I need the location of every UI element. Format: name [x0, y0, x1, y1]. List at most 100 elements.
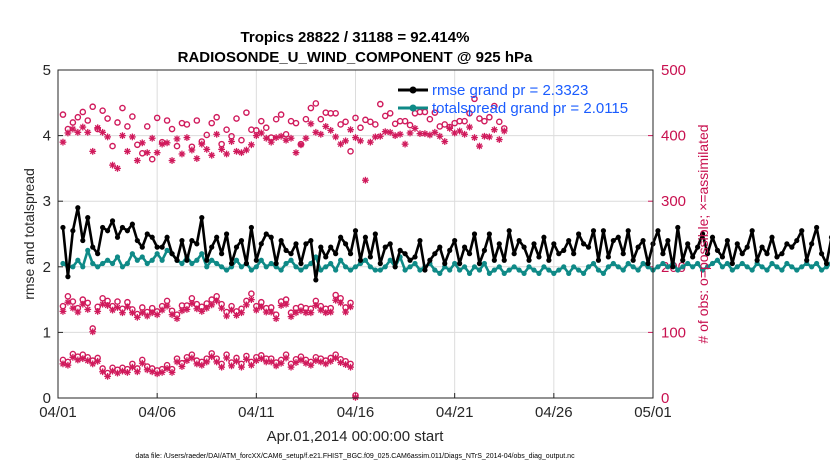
obs-assimilated-point [173, 135, 181, 143]
rmse-point [789, 244, 795, 250]
obs-assimilated-point [218, 363, 226, 371]
obs-assimilated-point [277, 132, 285, 140]
obs-assimilated-point [476, 142, 483, 150]
rmse-point [749, 228, 755, 234]
totalspread-point [308, 260, 314, 267]
totalspread-point [605, 264, 611, 270]
y-tick-label-left: 2 [43, 259, 51, 276]
legend-spread-label: totalspread grand pr = 2.0115 [432, 100, 628, 117]
obs-possible-point [99, 107, 106, 114]
rmse-point [303, 241, 309, 247]
obs-assimilated-point [376, 132, 384, 140]
y-tick-label-right: 500 [661, 62, 686, 79]
obs-possible-point [114, 119, 121, 126]
rmse-point [273, 260, 279, 267]
totalspread-point [288, 257, 294, 263]
y-tick-label-left: 3 [43, 193, 51, 210]
rmse-point [719, 254, 726, 260]
obs-assimilated-point [74, 128, 82, 136]
obs-assimilated-point [485, 133, 493, 141]
rmse-point [536, 254, 542, 260]
obs-assimilated-point [223, 150, 230, 158]
obs-possible-point [461, 117, 468, 125]
obs-possible-point [193, 117, 201, 124]
rmse-point [288, 251, 294, 257]
y-tick-label-right: 300 [661, 193, 686, 210]
rmse-point [794, 237, 800, 244]
totalspread-point [318, 267, 324, 273]
obs-assimilated-point [218, 304, 226, 312]
obs-possible-point [431, 109, 439, 116]
obs-assimilated-point [168, 369, 176, 376]
rmse-point [610, 237, 616, 244]
y-axis-label-right: # of obs: o=possible; ×=assimilated [695, 124, 711, 343]
obs-possible-point [218, 140, 225, 148]
rmse-point [620, 251, 626, 257]
totalspread-point [189, 260, 195, 267]
rmse-point [412, 254, 418, 260]
obs-assimilated-point [342, 308, 349, 316]
totalspread-point [744, 264, 750, 270]
obs-assimilated-point [307, 361, 315, 369]
rmse-point [263, 231, 269, 237]
totalspread-point [253, 264, 259, 270]
totalspread-point [382, 264, 388, 270]
obs-assimilated-point [183, 306, 191, 313]
obs-assimilated-point [466, 123, 473, 131]
rmse-point [670, 264, 676, 270]
obs-possible-point [302, 115, 310, 123]
rmse-point [427, 257, 433, 263]
obs-assimilated-point [84, 306, 92, 313]
obs-possible-point [243, 109, 250, 116]
obs-assimilated-point [109, 306, 116, 314]
totalspread-point [719, 264, 726, 270]
rmse-point [114, 234, 121, 240]
y-tick-label-right: 0 [661, 390, 669, 407]
rmse-point [590, 228, 597, 234]
obs-assimilated-point [366, 138, 374, 146]
totalspread-point [60, 260, 66, 267]
obs-assimilated-point [193, 360, 201, 368]
rmse-point [392, 264, 398, 270]
obs-assimilated-point [104, 133, 111, 141]
rmse-point [333, 251, 339, 257]
obs-assimilated-point [213, 358, 221, 366]
totalspread-point [194, 257, 200, 263]
totalspread-point [377, 267, 383, 273]
rmse-point [204, 257, 210, 263]
obs-possible-point [74, 113, 82, 121]
rmse-point [422, 267, 428, 273]
obs-assimilated-point [337, 299, 345, 307]
totalspread-point [724, 260, 730, 267]
totalspread-point [164, 247, 170, 253]
obs-assimilated-point [436, 132, 444, 140]
obs-assimilated-point [332, 133, 340, 141]
rmse-point [85, 215, 91, 221]
rmse-point [60, 224, 66, 231]
rmse-point [80, 237, 86, 244]
totalspread-point [447, 267, 453, 273]
rmse-point [605, 254, 611, 260]
totalspread-point [471, 264, 478, 270]
obs-assimilated-point [94, 308, 102, 315]
rmse-point [328, 244, 334, 250]
obs-assimilated-point [332, 296, 340, 304]
legend: rmse grand pr = 2.3323 totalspread grand… [398, 82, 628, 117]
obs-possible-point [114, 298, 121, 305]
rmse-point [724, 237, 730, 244]
rmse-point [104, 228, 111, 234]
rmse-point [417, 237, 423, 244]
rmse-point [600, 228, 607, 234]
rmse-point [119, 224, 126, 231]
obs-assimilated-point [267, 308, 275, 316]
rmse-point [645, 260, 651, 267]
obs-assimilated-point [441, 138, 449, 145]
rmse-point [149, 234, 155, 240]
obs-assimilated-point [357, 137, 364, 145]
rmse-point [501, 257, 507, 263]
totalspread-point [531, 267, 537, 273]
y-axis-label-left: rmse and totalspread [21, 168, 37, 300]
obs-assimilated-point [247, 296, 255, 303]
rmse-point [615, 234, 621, 240]
totalspread-point [580, 270, 587, 276]
